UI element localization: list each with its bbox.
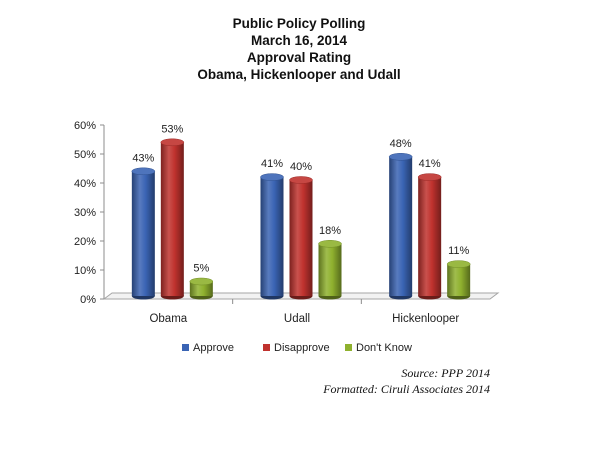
chart-title-line-1: Public Policy Polling [232, 16, 366, 31]
data-label: 48% [390, 138, 412, 150]
data-label: 41% [419, 158, 441, 170]
category-label: Hickenlooper [392, 313, 459, 325]
data-label: 18% [319, 225, 341, 237]
bar-top [160, 138, 185, 147]
y-tick-label: 0% [80, 294, 96, 306]
legend-label: Don't Know [356, 342, 412, 354]
bar-top [189, 277, 214, 286]
y-tick-label: 20% [74, 236, 96, 248]
bar-top [289, 176, 313, 184]
bar-don-t-know-udall [318, 243, 342, 296]
legend-swatch [345, 344, 352, 351]
bar-approve-obama [131, 171, 155, 296]
y-tick-label: 30% [74, 207, 96, 219]
legend-label: Disapprove [274, 342, 330, 354]
bar-approve-udall [260, 177, 284, 296]
chart-title-line-4: Obama, Hickenlooper and Udall [197, 67, 401, 82]
bar-top [388, 153, 413, 161]
bar-top [318, 240, 342, 248]
legend-label: Approve [193, 342, 234, 354]
legend-swatch [263, 344, 270, 351]
y-tick-label: 60% [74, 120, 96, 132]
category-label: Obama [149, 313, 187, 325]
data-label: 41% [261, 158, 283, 170]
bar-don-t-know-hickenlooper [447, 264, 471, 296]
category-label: Udall [284, 313, 310, 325]
bar-top [446, 260, 471, 268]
bar-top [417, 173, 442, 181]
data-label: 5% [193, 263, 209, 275]
source-note: Source: PPP 2014 [401, 366, 490, 380]
chart-title-line-3: Approval Rating [246, 50, 352, 65]
bar-don-t-know-obama [189, 281, 213, 296]
formatted-note: Formatted: Ciruli Associates 2014 [323, 382, 490, 396]
chart-title-line-2: March 16, 2014 [250, 33, 348, 48]
y-tick-label: 50% [74, 149, 96, 161]
data-label: 11% [448, 245, 469, 257]
legend-swatch [182, 344, 189, 351]
bar-disapprove-hickenlooper [418, 177, 442, 296]
data-label: 43% [132, 152, 154, 164]
bar-disapprove-udall [289, 180, 313, 296]
bar-top [131, 167, 156, 176]
y-tick-label: 40% [74, 178, 96, 190]
data-label: 53% [161, 123, 183, 135]
bar-disapprove-obama [160, 142, 184, 296]
bar-approve-hickenlooper [389, 156, 413, 296]
data-label: 40% [290, 161, 312, 173]
bar-top [260, 173, 284, 181]
y-tick-label: 10% [74, 265, 96, 277]
